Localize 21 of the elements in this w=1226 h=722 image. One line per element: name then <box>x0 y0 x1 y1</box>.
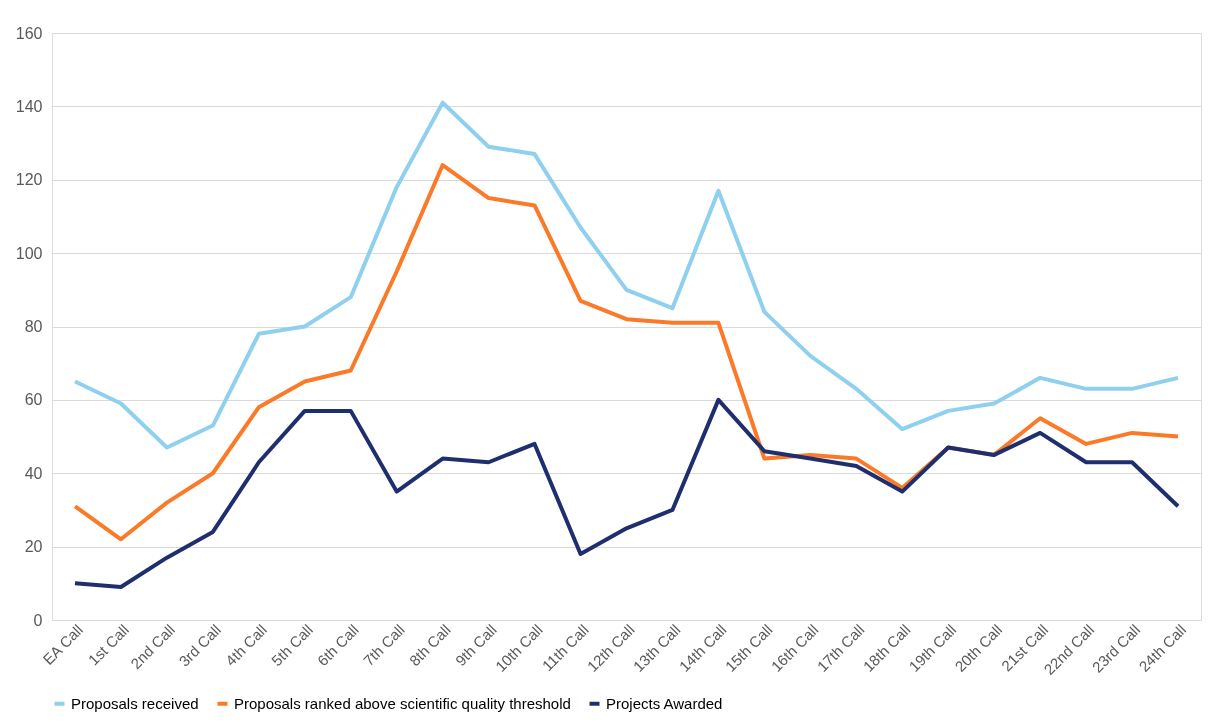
y-tick-label: 60 <box>24 391 43 409</box>
y-tick-label: 160 <box>15 24 43 42</box>
x-tick-label: 4th Call <box>221 621 270 670</box>
legend-label: Proposals received <box>71 694 199 712</box>
legend-label: Projects Awarded <box>606 694 723 712</box>
y-tick-label: 120 <box>15 171 43 189</box>
y-tick-label: 20 <box>24 538 43 556</box>
y-tick-label: 140 <box>15 97 43 115</box>
legend-label: Proposals ranked above scientific quality threshold <box>234 694 571 712</box>
line-series <box>72 100 1181 450</box>
x-tick-label: 6th Call <box>313 621 362 670</box>
y-tick-label: 40 <box>24 464 43 482</box>
y-tick-label: 80 <box>24 318 43 335</box>
y-tick-label: 0 <box>33 611 43 629</box>
line-series <box>72 163 1181 542</box>
line-series <box>72 397 1181 589</box>
x-tick-label: 7th Call <box>359 621 408 670</box>
y-tick-label: 100 <box>15 244 43 262</box>
x-tick-label: 8th Call <box>405 621 454 670</box>
x-tick-label: 3rd Call <box>175 621 224 670</box>
x-tick-label: 5th Call <box>267 621 316 670</box>
